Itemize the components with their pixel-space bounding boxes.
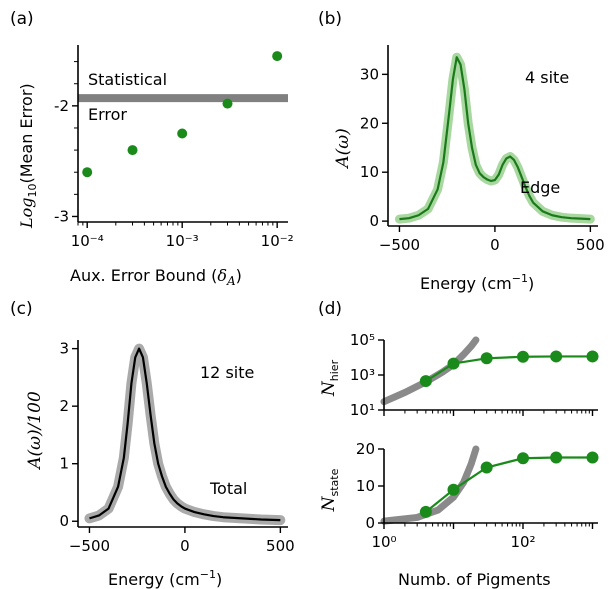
- panel-a-data-point: [222, 98, 233, 109]
- panel-c-annotation-total: Total: [209, 479, 247, 498]
- panel-d-bottom-data-point: [516, 452, 529, 465]
- panel-c-y-tick-label: 1: [59, 455, 69, 473]
- panel-a-data-point: [177, 128, 188, 139]
- panel-b-y-tick-label: 10: [360, 163, 379, 181]
- panel-d-top-data-point: [550, 350, 563, 363]
- panel-d-bottom-y-tick-label: 10: [356, 477, 375, 495]
- panel-d-bottom-data-point: [550, 451, 563, 464]
- panel-c-y-tick-label: 0: [59, 512, 69, 530]
- panel-d-bottom-data-point: [480, 461, 493, 474]
- panel-a-data-point: [272, 51, 283, 62]
- panel-a-x-tick-label: 10⁻²: [261, 232, 294, 250]
- panel-d-bottom-data-point: [447, 483, 460, 496]
- panel-a-x-tick-label: 10⁻⁴: [71, 232, 104, 250]
- panel-d-bottom-data-point: [586, 451, 599, 464]
- panel-b-y-tick-label: 0: [369, 212, 379, 230]
- panel-d-top-y-tick-label: 10³: [350, 366, 375, 384]
- panel-d-bottom-y-tick-label: 20: [356, 440, 375, 458]
- panel-d-bottom-y-tick-label: 0: [365, 514, 375, 532]
- panel-label-d: (d): [318, 299, 342, 319]
- panel-b-y-tick-label: 30: [360, 65, 379, 83]
- panel-a-plot: 10⁻⁴ 10⁻³ 10⁻² -2 -3 Statistical Error Aux.…: [17, 45, 294, 288]
- panel-d-bottom-data-point: [419, 505, 432, 518]
- panel-b-annotation-4-site: 4 site: [525, 68, 569, 87]
- panel-c-y-axis-label: A(ω)/100: [25, 391, 45, 471]
- panel-a-y-tick-label: -2: [54, 97, 69, 115]
- panel-d-x-axis-label: Numb. of Pigments: [398, 570, 551, 589]
- panel-b-x-tick-label: 500: [576, 236, 605, 254]
- panel-d-top-data-point: [447, 357, 460, 370]
- panel-c-y-tick-label: 2: [59, 397, 69, 415]
- panel-d-bottom-x-tick-label: 10²: [510, 533, 535, 551]
- panel-d-bottom-reference-curve: [380, 445, 480, 525]
- panel-d-top-data-point: [480, 352, 493, 365]
- panel-d-top-data-point: [586, 350, 599, 363]
- panel-d-top-y-tick-label: 10¹: [350, 401, 375, 419]
- panel-b-annotation-edge: Edge: [520, 178, 560, 197]
- panel-d-top-data-point: [516, 350, 529, 363]
- panel-b-x-tick-label: −500: [379, 236, 420, 254]
- panel-c-curve: [89, 347, 281, 522]
- panel-d-bottom-x-tick-label: 10⁰: [371, 533, 396, 551]
- panel-b-y-tick-label: 20: [360, 114, 379, 132]
- panel-c-annotation-12-site: 12 site: [200, 363, 254, 382]
- panel-label-c: (c): [10, 299, 33, 319]
- panel-c-y-tick-label: 3: [59, 340, 69, 358]
- panel-d-bottom-y-axis-label: Nstate: [319, 468, 341, 512]
- panel-d-top-plot: 10¹ 10³ 10⁵ Nhier: [319, 331, 599, 419]
- panel-d-top-y-tick-label: 10⁵: [350, 331, 375, 349]
- panel-label-a: (a): [10, 9, 34, 29]
- panel-a-data-point: [82, 167, 93, 178]
- panel-a-x-tick-label: 10⁻³: [166, 232, 199, 250]
- panel-b-y-axis-label: A(ω): [333, 128, 353, 169]
- panel-a-y-tick-label: -3: [54, 207, 69, 225]
- panel-d-top-data-point: [419, 375, 432, 388]
- panel-a-y-axis-label: Log10(Mean Error): [17, 83, 39, 229]
- panel-d-top-y-axis-label: Nhier: [319, 359, 341, 397]
- panel-c-x-axis-label: Energy (cm−1): [108, 568, 222, 589]
- panel-c-x-tick-label: 500: [266, 537, 295, 555]
- panel-b-curve: [399, 56, 591, 221]
- panel-a-annotation-statistical: Statistical: [88, 70, 167, 89]
- panel-a-annotation-error: Error: [88, 105, 127, 124]
- panel-a-x-axis-label: Aux. Error Bound (δA): [70, 266, 242, 288]
- panel-d-top-reference-curve: [380, 336, 480, 406]
- panel-a-data-point: [127, 145, 138, 156]
- panel-label-b: (b): [318, 9, 342, 29]
- panel-b-x-axis-label: Energy (cm−1): [420, 272, 534, 293]
- panel-c-x-tick-label: −500: [69, 537, 110, 555]
- panel-b-x-tick-label: 0: [490, 236, 500, 254]
- panel-c-x-tick-label: 0: [180, 537, 190, 555]
- panel-d-bottom-plot: 10⁰ 10² 0 10 20 Numb. of Pigments Nstate: [319, 440, 599, 589]
